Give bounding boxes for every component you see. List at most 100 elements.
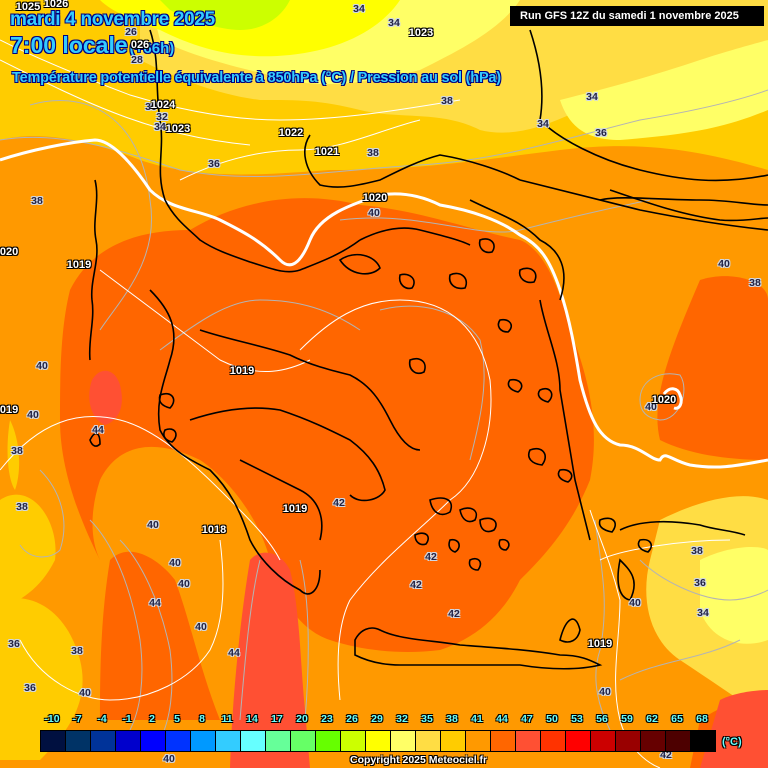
temperature-label: 30 — [145, 101, 157, 113]
colorbar-tick-label: 50 — [546, 713, 558, 725]
colorbar-cell — [191, 731, 216, 751]
colorbar-cell — [341, 731, 366, 751]
temperature-label: 40 — [718, 258, 730, 270]
temperature-label: 40 — [163, 753, 175, 765]
colorbar — [40, 730, 716, 752]
temperature-label: 42 — [410, 579, 422, 591]
temperature-label: 40 — [27, 409, 39, 421]
colorbar-tick-label: 44 — [496, 713, 508, 725]
temperature-label: 40 — [147, 519, 159, 531]
colorbar-cell — [466, 731, 491, 751]
pressure-label: 1022 — [278, 127, 304, 139]
theta-zone-29b — [560, 40, 768, 140]
colorbar-tick-label: 5 — [174, 713, 180, 725]
pressure-label: 1020 — [651, 394, 677, 406]
pressure-label: 1019 — [66, 259, 92, 271]
colorbar-cell — [566, 731, 591, 751]
temperature-label: 44 — [92, 424, 104, 436]
theta-zone-36-sw — [0, 598, 83, 760]
temperature-label: 32 — [156, 111, 168, 123]
colorbar-tick-label: 62 — [646, 713, 658, 725]
colorbar-cell — [116, 731, 141, 751]
coastlines — [88, 29, 768, 670]
temperature-label: 44 — [149, 597, 161, 609]
colorbar-cell — [41, 731, 66, 751]
temperature-label: 42 — [425, 551, 437, 563]
pressure-label: 026 — [130, 39, 150, 51]
temperature-label: 38 — [71, 645, 83, 657]
isobar-1020 — [0, 138, 768, 469]
colorbar-cell — [441, 731, 466, 751]
colorbar-tick-label: 47 — [521, 713, 533, 725]
colorbar-cell — [591, 731, 616, 751]
colorbar-cell — [366, 731, 391, 751]
colorbar-cell — [241, 731, 266, 751]
temperature-label: 36 — [24, 682, 36, 694]
colorbar-tick-label: 17 — [271, 713, 283, 725]
run-info-box: Run GFS 12Z du samedi 1 novembre 2025 — [510, 6, 764, 26]
colorbar-tick-label: 35 — [421, 713, 433, 725]
temperature-label: 34 — [388, 17, 400, 29]
temperature-label: 36 — [208, 158, 220, 170]
temperature-label: 34 — [353, 3, 365, 15]
theta-zone-23 — [160, 0, 290, 30]
colorbar-cell — [316, 731, 341, 751]
temperature-label: 40 — [368, 207, 380, 219]
temperature-label: 40 — [79, 687, 91, 699]
colorbar-tick-label: 20 — [296, 713, 308, 725]
map-subtitle: Température potentielle équivalente à 85… — [12, 70, 501, 86]
colorbar-tick-label: -7 — [72, 713, 82, 725]
colorbar-tick-label: 41 — [471, 713, 483, 725]
temperature-label: 38 — [31, 195, 43, 207]
colorbar-tick-label: 53 — [571, 713, 583, 725]
forecast-time: 7:00 locale (+66h) — [10, 32, 174, 59]
colorbar-cell — [216, 731, 241, 751]
theta-zone-32-se — [700, 547, 768, 644]
colorbar-tick-label: 56 — [596, 713, 608, 725]
pressure-label: 1024 — [150, 99, 176, 111]
colorbar-tick-label: 29 — [371, 713, 383, 725]
colorbar-cell — [691, 731, 715, 751]
colorbar-cell — [416, 731, 441, 751]
temperature-label: 44 — [228, 647, 240, 659]
temperature-label: 40 — [36, 360, 48, 372]
isobars — [0, 39, 731, 768]
pressure-label: 1019 — [229, 365, 255, 377]
theta-zone-41-e — [657, 276, 768, 460]
colorbar-cell — [666, 731, 691, 751]
colorbar-tick-label: 8 — [199, 713, 205, 725]
colorbar-cell — [541, 731, 566, 751]
colorbar-tick-label: -10 — [44, 713, 60, 725]
pressure-label: 1020 — [362, 192, 388, 204]
copyright: Copyright 2025 Meteociel.fr — [350, 754, 488, 766]
temperature-label: 34 — [697, 607, 709, 619]
colorbar-cell — [266, 731, 291, 751]
colorbar-tick-label: 32 — [396, 713, 408, 725]
temperature-label: 42 — [448, 608, 460, 620]
isobar-1020-ring — [662, 387, 683, 410]
temperature-label: 40 — [169, 557, 181, 569]
temperature-label: 40 — [599, 686, 611, 698]
temperature-label: 34 — [154, 121, 166, 133]
pressure-label: 1020 — [0, 246, 19, 258]
colorbar-tick-label: 11 — [221, 713, 233, 725]
colorbar-cell — [141, 731, 166, 751]
temperature-label: 36 — [694, 577, 706, 589]
colorbar-tick-label: 68 — [696, 713, 708, 725]
temperature-label: 42 — [333, 497, 345, 509]
colorbar-tick-label: 23 — [321, 713, 333, 725]
pressure-label: 1023 — [408, 27, 434, 39]
colorbar-cell — [616, 731, 641, 751]
pressure-label: 1019 — [587, 638, 613, 650]
temperature-label: 38 — [367, 147, 379, 159]
temperature-label: 34 — [586, 91, 598, 103]
temperature-label: 36 — [595, 127, 607, 139]
temperature-label: 40 — [195, 621, 207, 633]
colorbar-cell — [166, 731, 191, 751]
colorbar-tick-label: 59 — [621, 713, 633, 725]
colorbar-tick-label: 65 — [671, 713, 683, 725]
colorbar-cell — [391, 731, 416, 751]
temperature-label: 40 — [629, 597, 641, 609]
forecast-offset: (+66h) — [129, 40, 175, 57]
